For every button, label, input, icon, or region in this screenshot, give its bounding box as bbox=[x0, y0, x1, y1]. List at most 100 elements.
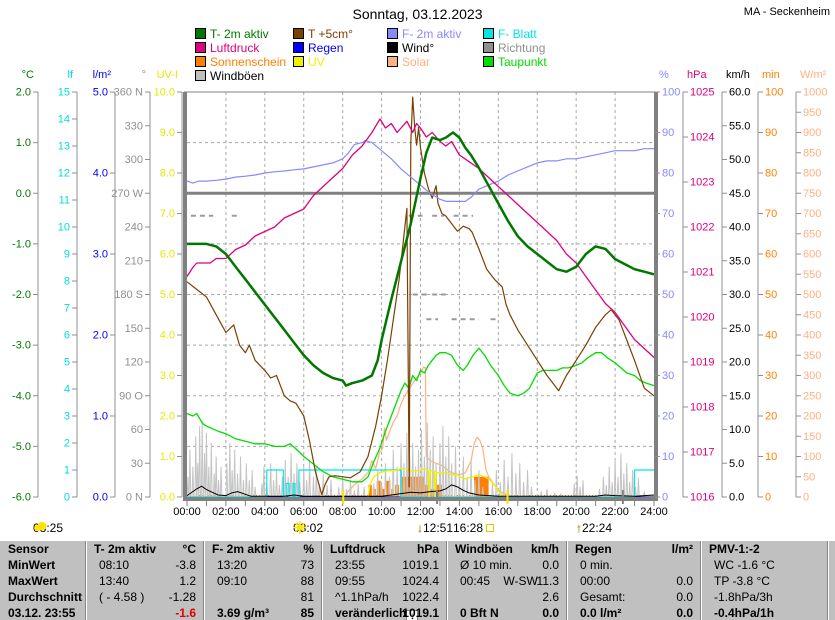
axis-tick-label-deg: 90 O bbox=[119, 390, 143, 402]
axis-tick-label-pct: 80 bbox=[662, 168, 674, 180]
column-unit: l/m² bbox=[671, 542, 693, 556]
legend-label: F- 2m aktiv bbox=[402, 27, 462, 41]
table-column: Sensor MinWert MaxWert Durchschnitt 03.12. 2… bbox=[0, 541, 85, 620]
plot-frame-left bbox=[183, 92, 187, 501]
table-column: F- 2m aktiv% 13:20 73 09:10 88 81 3.69 g/m³ 85 bbox=[203, 541, 322, 620]
axis-tick-label-kmh: 40.0 bbox=[729, 222, 750, 234]
cell-value: 81 bbox=[300, 590, 314, 604]
table-row: veränderlich ↓ 1019.1 bbox=[322, 605, 447, 620]
x-axis-label: 08:00 bbox=[329, 506, 357, 518]
table-row-label: MinWert bbox=[8, 558, 56, 572]
cell-label: -1.8hPa/3h bbox=[714, 590, 773, 604]
moon-time-label: 08:25 bbox=[33, 521, 64, 535]
column-header: T- 2m aktiv bbox=[94, 542, 157, 556]
table-row: 0 Bft N 0.0 bbox=[447, 605, 567, 620]
axis-tick-label-wm2: 150 bbox=[803, 431, 821, 443]
plot-frame-bottom bbox=[183, 497, 658, 501]
legend-swatch bbox=[483, 56, 494, 67]
axis-tick-label-wm2: 350 bbox=[803, 350, 821, 362]
series-sonnenschein-bar bbox=[381, 488, 385, 497]
table-row-label: Sensor bbox=[8, 542, 49, 556]
legend-item-f-2m-aktiv: F- 2m aktiv bbox=[387, 28, 461, 40]
axis-tick-label-uv: 10.0 bbox=[154, 87, 175, 99]
axis-tick-label-lf: 12 bbox=[58, 168, 70, 180]
axis-tick-label-hpa: 1021 bbox=[690, 267, 714, 279]
table-row: 13:40 1.2 bbox=[86, 573, 204, 589]
table-header-row: PMV-1:-2 bbox=[701, 541, 828, 557]
cell-label: -0.4hPa/1h bbox=[714, 606, 775, 620]
table-header-row: Luftdruck hPa bbox=[322, 541, 447, 557]
axis-tick-label-wm2: 900 bbox=[803, 127, 821, 139]
axis-tick-label-pct: 100 bbox=[662, 87, 680, 99]
axis-tick-label-uv: 4.0 bbox=[160, 330, 175, 342]
cell-label: Gesamt: bbox=[580, 590, 626, 604]
legend-swatch bbox=[483, 42, 494, 53]
table-row: WC -1.6 °C bbox=[701, 557, 828, 573]
axis-tick-label-wm2: 850 bbox=[803, 147, 821, 159]
axis-tick-label-kmh: 0.0 bbox=[729, 492, 744, 504]
series-sonnenschein-bar bbox=[474, 476, 489, 497]
axis-tick-label-min: 0 bbox=[765, 492, 771, 504]
sunset-icon bbox=[486, 524, 495, 532]
axis-tick-label-c: -6.0 bbox=[12, 492, 31, 504]
cell-label: ( - 4.58 ) bbox=[99, 590, 145, 604]
x-axis-label: 18:00 bbox=[523, 506, 551, 518]
axis-tick-label-uv: 6.0 bbox=[160, 249, 175, 261]
axis-tick-label-wm2: 200 bbox=[803, 411, 821, 423]
station-name: MA - Seckenheim bbox=[743, 6, 830, 18]
axis-tick-label-c: 1.0 bbox=[16, 137, 31, 149]
x-axis-label: 04:00 bbox=[251, 506, 279, 518]
legend-label: Regen bbox=[308, 41, 344, 55]
axis-tick-label-wm2: 450 bbox=[803, 309, 821, 321]
series-wind bbox=[186, 484, 655, 497]
legend-label: Luftdruck bbox=[210, 41, 260, 55]
legend-item-richtung: Richtung bbox=[483, 42, 545, 54]
axis-header-uv: UV-I bbox=[157, 69, 178, 81]
cell-label: 09:10 bbox=[217, 574, 248, 588]
column-header: F- 2m aktiv bbox=[212, 542, 275, 556]
table-row-label: Durchschnitt bbox=[8, 590, 83, 604]
axis-tick-label-lm2: 5.0 bbox=[93, 87, 108, 99]
axis-tick-label-uv: 9.0 bbox=[160, 127, 175, 139]
legend-label: Wind° bbox=[402, 41, 435, 55]
axis-tick-label-lm2: 2.0 bbox=[93, 330, 108, 342]
legend-item-regen: Regen bbox=[293, 42, 343, 54]
axis-tick-label-pct: 90 bbox=[662, 127, 674, 139]
axis-tick-label-wm2: 400 bbox=[803, 330, 821, 342]
x-axis-label: 02:00 bbox=[212, 506, 240, 518]
axis-tick-label-hpa: 1018 bbox=[690, 402, 714, 414]
cell-value: 0.0 bbox=[542, 558, 559, 572]
cell-value: 73 bbox=[300, 558, 314, 572]
axis-tick-label-hpa: 1016 bbox=[690, 492, 714, 504]
axis-tick-label-pct: 40 bbox=[662, 330, 674, 342]
axis-tick-label-kmh: 10.0 bbox=[729, 424, 750, 436]
sunset-label: 16:28 bbox=[453, 521, 495, 535]
axis-tick-label-hpa: 1017 bbox=[690, 447, 714, 459]
axis-tick-label-uv: 0.0 bbox=[160, 492, 175, 504]
axis-tick-label-deg: 180 S bbox=[114, 289, 143, 301]
table-header-row: Windböen km/h bbox=[447, 541, 567, 557]
axis-tick-label-min: 20 bbox=[765, 411, 777, 423]
legend-swatch bbox=[387, 56, 398, 67]
moonset-label: ↓12:51 bbox=[417, 521, 454, 535]
legend-item-sonnenschein: Sonnenschein bbox=[195, 56, 286, 68]
cell-value: 1022.4 bbox=[402, 590, 439, 604]
table-column: Luftdruck hPa 23:55 1019.1 09:55 1024.4 ^1.1hP… bbox=[321, 541, 447, 620]
series-t_2m bbox=[187, 131, 655, 387]
axis-tick-label-lm2: 1.0 bbox=[93, 411, 108, 423]
axis-tick-label-lf: 4 bbox=[64, 384, 70, 396]
axis-tick-label-lf: 2 bbox=[64, 438, 70, 450]
table-row: MaxWert bbox=[0, 573, 85, 589]
cell-value: 1019.1 bbox=[402, 606, 439, 620]
axis-header-c: °C bbox=[22, 69, 34, 81]
axis-tick-label-lf: 9 bbox=[64, 249, 70, 261]
x-axis-label: 24:00 bbox=[640, 506, 668, 518]
axis-tick-label-min: 60 bbox=[765, 249, 777, 261]
axis-tick-label-hpa: 1024 bbox=[690, 132, 714, 144]
axis-tick-label-deg: 330 bbox=[125, 120, 143, 132]
axis-tick-label-wm2: 500 bbox=[803, 289, 821, 301]
x-axis-label: 16:00 bbox=[485, 506, 513, 518]
table-row: 00:00 0.0 bbox=[567, 573, 701, 589]
column-unit: km/h bbox=[530, 542, 559, 556]
axis-tick-label-pct: 30 bbox=[662, 370, 674, 382]
